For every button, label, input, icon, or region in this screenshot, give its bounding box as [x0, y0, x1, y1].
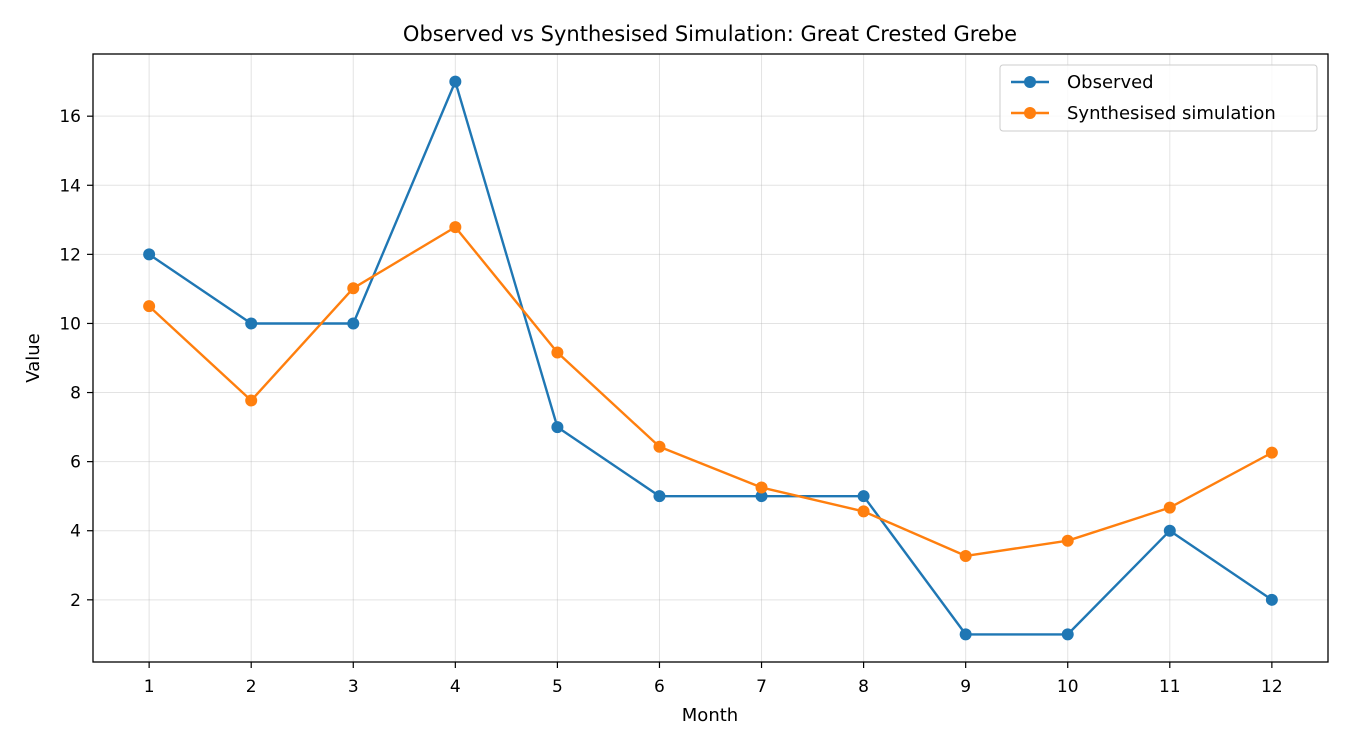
data-point: [857, 490, 870, 503]
data-point: [857, 505, 870, 518]
x-tick-label: 1: [144, 677, 155, 697]
series-line-1: [148, 225, 1273, 558]
legend-marker-simulation: [1024, 107, 1036, 119]
legend-label-simulation: Synthesised simulation: [1067, 103, 1276, 124]
x-tick-label: 9: [960, 677, 971, 697]
x-tick-label: 5: [552, 677, 563, 697]
data-point: [959, 549, 972, 562]
x-tick-label: 8: [858, 677, 869, 697]
x-tick-label: 6: [654, 677, 665, 697]
legend: Observed Synthesised simulation: [999, 64, 1318, 132]
y-tick-label: 8: [70, 384, 81, 404]
y-axis-ticks: 2 4 6 8 10 12 14 16: [59, 107, 93, 611]
data-point: [143, 300, 156, 313]
legend-label-observed: Observed: [1067, 72, 1154, 93]
x-tick-label: 10: [1057, 677, 1079, 697]
data-point: [551, 421, 564, 434]
data-point: [245, 317, 258, 330]
chart-title: Observed vs Synthesised Simulation: Grea…: [403, 22, 1017, 46]
data-point: [551, 346, 564, 359]
x-axis-ticks: 1 2 3 4 5 6 7 8 9 10 11 12: [144, 662, 1283, 697]
data-point: [1265, 446, 1278, 459]
data-point: [755, 481, 768, 494]
data-point: [959, 628, 972, 641]
grid: [93, 54, 1328, 662]
y-tick-label: 2: [70, 591, 81, 611]
y-tick-label: 14: [59, 176, 81, 196]
x-tick-label: 3: [348, 677, 359, 697]
x-axis-label: Month: [682, 705, 738, 726]
data-point: [245, 394, 258, 407]
data-point: [1061, 628, 1074, 641]
data-point: [1265, 593, 1278, 606]
data-point: [347, 317, 360, 330]
series-line-0: [148, 80, 1273, 636]
x-tick-label: 2: [246, 677, 257, 697]
series-group: [143, 75, 1278, 641]
data-point: [449, 75, 462, 88]
data-point: [347, 282, 360, 295]
data-point: [653, 440, 666, 453]
data-point: [1061, 534, 1074, 547]
y-axis-label: Value: [23, 333, 44, 382]
y-tick-label: 4: [70, 522, 81, 542]
data-point: [653, 490, 666, 503]
x-tick-label: 4: [450, 677, 461, 697]
y-tick-label: 16: [59, 107, 81, 127]
data-point: [1163, 501, 1176, 514]
data-point: [449, 221, 462, 234]
x-tick-label: 7: [756, 677, 767, 697]
data-point: [143, 248, 156, 261]
plot-frame: [92, 53, 1329, 663]
x-tick-label: 12: [1261, 677, 1283, 697]
data-point: [1163, 524, 1176, 537]
data-point: [755, 490, 768, 503]
y-tick-label: 6: [70, 453, 81, 473]
y-tick-label: 12: [59, 245, 81, 265]
y-tick-label: 10: [59, 314, 81, 334]
x-tick-label: 11: [1159, 677, 1181, 697]
legend-box: [999, 64, 1318, 132]
legend-marker-observed: [1024, 76, 1036, 88]
